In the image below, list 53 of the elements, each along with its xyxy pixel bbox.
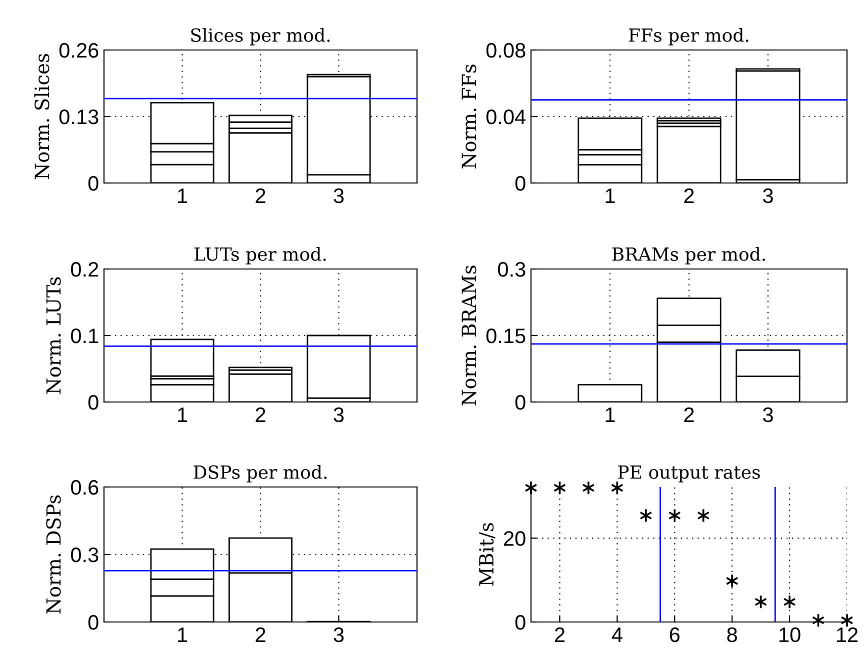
bar: [736, 70, 800, 180]
x-tick-label: 3: [334, 188, 344, 204]
x-tick-label: 3: [334, 627, 344, 642]
x-tick-label: 2: [684, 407, 694, 422]
chart-title: LUTs per mod.: [194, 246, 326, 264]
y-axis-title: Norm. BRAMs: [462, 266, 476, 406]
x-tick-label: 1: [178, 628, 188, 642]
y-tick-label: 0.04: [486, 110, 526, 124]
y-axis-title: Norm. Slices: [34, 54, 50, 180]
x-tick-label: 2: [256, 627, 266, 642]
y-tick-label: 0.1: [70, 328, 98, 344]
y-tick-label: 0.15: [486, 328, 526, 344]
x-tick-label: 12: [837, 627, 858, 642]
chart-title: DSPs per mod.: [194, 464, 327, 482]
y-tick-label: 20: [504, 531, 526, 546]
y-tick-label: 0: [515, 176, 526, 191]
y-tick-label: 0: [515, 615, 526, 630]
x-tick-label: 2: [256, 188, 266, 203]
y-tick-label: 0: [88, 395, 98, 410]
chart-title: BRAMs per mod.: [612, 246, 765, 264]
y-axis-title: Norm. DSPs: [46, 495, 61, 614]
x-tick-label: 2: [554, 627, 564, 642]
bar: [228, 366, 292, 371]
y-tick-label: 0.13: [59, 110, 98, 124]
x-tick-label: 1: [178, 408, 188, 422]
y-axis-title: Norm. FFs: [462, 64, 476, 168]
x-tick-label: 4: [612, 628, 622, 642]
y-axis-title: Norm. LUTs: [46, 277, 61, 394]
y-axis-title: MBit/s: [479, 523, 496, 586]
chart-title: PE output rates: [618, 466, 760, 482]
chart-title: Slices per mod.: [191, 28, 330, 46]
bar: [150, 338, 214, 377]
y-tick-label: 0.3: [498, 262, 526, 277]
y-tick-label: 0.2: [70, 262, 98, 277]
x-tick-label: 3: [763, 407, 773, 422]
x-tick-label: 3: [763, 188, 773, 204]
y-tick-label: 0.26: [59, 43, 98, 58]
y-tick-label: 0: [88, 615, 98, 630]
x-tick-label: 8: [727, 627, 737, 642]
y-tick-label: 0: [88, 176, 98, 191]
x-tick-label: 1: [178, 188, 188, 203]
y-tick-label: 0.6: [70, 480, 98, 495]
x-tick-label: 10: [780, 627, 800, 642]
y-tick-label: 0: [515, 395, 526, 410]
x-tick-label: 1: [606, 408, 615, 422]
y-tick-label: 0.08: [486, 43, 526, 58]
y-tick-label: 0.3: [70, 548, 98, 562]
chart-title: FFs per mod.: [629, 28, 748, 46]
x-tick-label: 6: [670, 627, 680, 642]
x-tick-label: 1: [606, 188, 615, 203]
x-tick-label: 3: [334, 407, 344, 422]
x-tick-label: 2: [684, 188, 694, 203]
x-tick-label: 2: [256, 407, 266, 422]
